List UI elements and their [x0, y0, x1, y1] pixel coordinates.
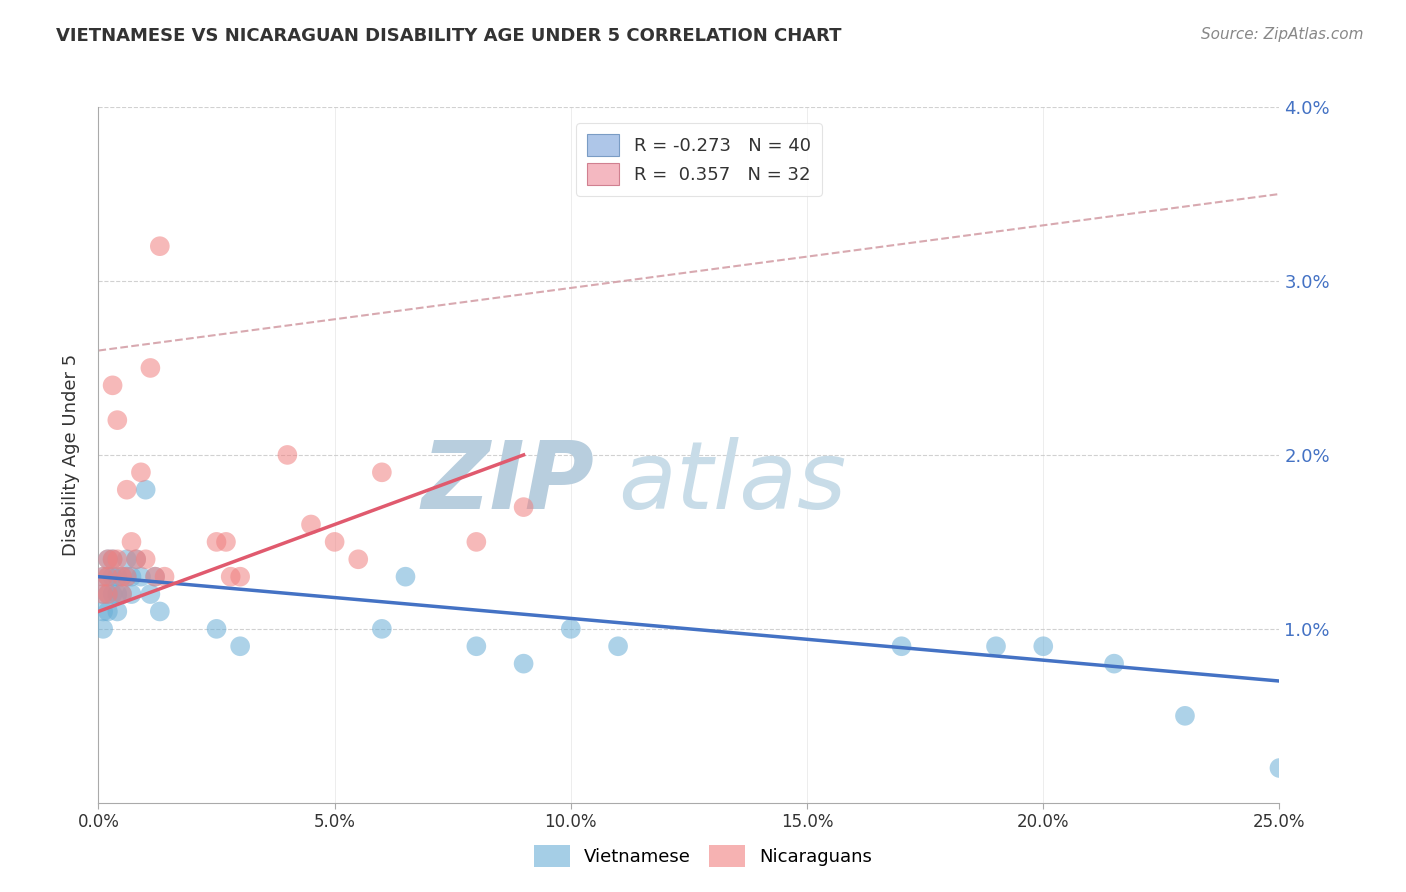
- Point: [97, 570, 120, 584]
- Text: Source: ZipAtlas.com: Source: ZipAtlas.com: [1201, 27, 1364, 42]
- Point: [91, 605, 114, 619]
- Point: [115, 552, 138, 566]
- Point: [1268, 761, 1291, 775]
- Point: [91, 587, 114, 601]
- Y-axis label: Disability Age Under 5: Disability Age Under 5: [62, 354, 80, 556]
- Point: [512, 500, 534, 514]
- Point: [101, 587, 124, 601]
- Text: atlas: atlas: [619, 437, 846, 528]
- Point: [276, 448, 298, 462]
- Point: [1102, 657, 1125, 671]
- Point: [139, 587, 162, 601]
- Point: [97, 587, 120, 601]
- Point: [121, 535, 143, 549]
- Point: [105, 570, 128, 584]
- Point: [111, 587, 134, 601]
- Point: [91, 622, 114, 636]
- Point: [97, 605, 120, 619]
- Point: [105, 413, 128, 427]
- Point: [97, 552, 120, 566]
- Point: [139, 360, 162, 375]
- Point: [105, 552, 128, 566]
- Point: [101, 552, 124, 566]
- Point: [153, 570, 176, 584]
- Point: [512, 657, 534, 671]
- Point: [97, 570, 120, 584]
- Point: [229, 570, 252, 584]
- Legend: Vietnamese, Nicaraguans: Vietnamese, Nicaraguans: [526, 838, 880, 874]
- Point: [1032, 639, 1054, 653]
- Point: [129, 466, 152, 480]
- Point: [323, 535, 346, 549]
- Point: [97, 587, 120, 601]
- Point: [115, 483, 138, 497]
- Point: [105, 587, 128, 601]
- Point: [394, 570, 416, 584]
- Point: [91, 587, 114, 601]
- Point: [1174, 708, 1197, 723]
- Point: [149, 239, 172, 253]
- Point: [143, 570, 166, 584]
- Point: [465, 535, 488, 549]
- Point: [97, 552, 120, 566]
- Point: [135, 483, 157, 497]
- Point: [105, 605, 128, 619]
- Text: ZIP: ZIP: [422, 437, 595, 529]
- Point: [115, 570, 138, 584]
- Point: [465, 639, 488, 653]
- Point: [135, 552, 157, 566]
- Point: [205, 622, 228, 636]
- Point: [984, 639, 1007, 653]
- Point: [91, 570, 114, 584]
- Point: [560, 622, 582, 636]
- Point: [129, 570, 152, 584]
- Point: [115, 570, 138, 584]
- Point: [890, 639, 912, 653]
- Text: VIETNAMESE VS NICARAGUAN DISABILITY AGE UNDER 5 CORRELATION CHART: VIETNAMESE VS NICARAGUAN DISABILITY AGE …: [56, 27, 842, 45]
- Point: [371, 622, 394, 636]
- Point: [121, 587, 143, 601]
- Point: [101, 378, 124, 392]
- Point: [125, 552, 148, 566]
- Point: [143, 570, 166, 584]
- Point: [205, 535, 228, 549]
- Point: [125, 552, 148, 566]
- Point: [111, 587, 134, 601]
- Point: [215, 535, 238, 549]
- Point: [299, 517, 322, 532]
- Point: [219, 570, 242, 584]
- Point: [607, 639, 630, 653]
- Point: [91, 570, 114, 584]
- Point: [111, 570, 134, 584]
- Point: [101, 552, 124, 566]
- Point: [149, 605, 172, 619]
- Point: [111, 570, 134, 584]
- Point: [347, 552, 370, 566]
- Legend: R = -0.273   N = 40, R =  0.357   N = 32: R = -0.273 N = 40, R = 0.357 N = 32: [576, 123, 821, 196]
- Point: [371, 466, 394, 480]
- Point: [121, 570, 143, 584]
- Point: [101, 570, 124, 584]
- Point: [229, 639, 252, 653]
